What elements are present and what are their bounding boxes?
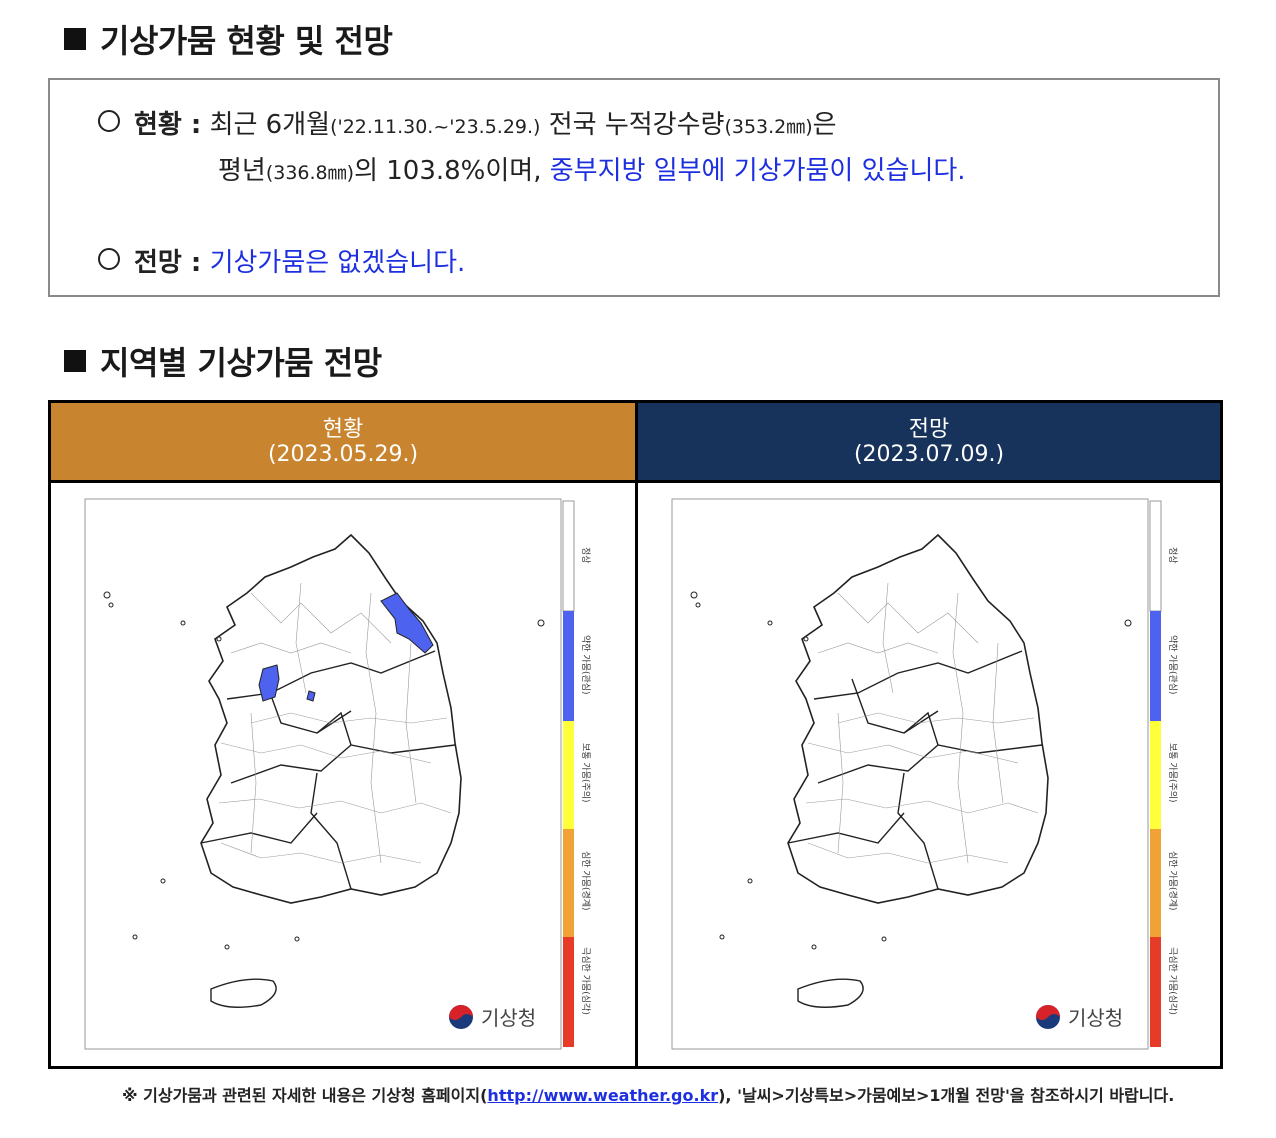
islands (103, 591, 545, 950)
current-drought-map: 정상 약한 가뭄(관심) 보통 가뭄(주의) 심한 가뭄(경계) 극심한 가뭄(… (84, 498, 592, 1050)
legend-bar: 정상 약한 가뭄(관심) 보통 가뭄(주의) 심한 가뭄(경계) 극심한 가뭄(… (1149, 500, 1179, 1047)
legend-label-weak: 약한 가뭄(관심) (1167, 635, 1179, 695)
legend-label-weak: 약한 가뭄(관심) (580, 635, 592, 695)
legend-label-extreme: 극심한 가뭄(심각) (1167, 947, 1179, 1015)
outlook-text: 기상가뭄은 없겠습니다. (209, 248, 466, 278)
kma-logo: 기상청 (449, 1005, 536, 1030)
kma-homepage-link[interactable]: http://www.weather.go.kr (487, 1086, 719, 1105)
status-section-title: 기상가뭄 현황 및 전망 (64, 16, 393, 62)
legend-label-normal: 정상 (580, 547, 591, 564)
jeju-outline (797, 978, 864, 1008)
current-line-1: 현황 : 최근 6개월('22.11.30.~'23.5.29.) 전국 누적강… (98, 104, 837, 141)
circle-bullet-icon (98, 110, 120, 132)
legend-label-normal: 정상 (1167, 547, 1178, 564)
outlook-label: 전망 : (134, 248, 202, 278)
korea-outline (787, 533, 1049, 904)
district-boundaries (218, 582, 452, 864)
circle-bullet-icon (98, 248, 120, 270)
status-box: 현황 : 최근 6개월('22.11.30.~'23.5.29.) 전국 누적강… (48, 78, 1220, 297)
outlook-line: 전망 : 기상가뭄은 없겠습니다. (98, 242, 465, 279)
kma-logo: 기상청 (1036, 1005, 1123, 1030)
current-label: 현황 : (134, 110, 202, 140)
district-boundaries (805, 582, 1039, 864)
regional-section-title: 지역별 기상가뭄 전망 (64, 338, 382, 384)
legend-label-severe: 심한 가뭄(경계) (1167, 851, 1179, 911)
legend-bar: 정상 약한 가뭄(관심) 보통 가뭄(주의) 심한 가뭄(경계) 극심한 가뭄(… (562, 500, 592, 1047)
square-bullet-icon (64, 28, 86, 50)
map-comparison-table: 현황 (2023.05.29.) 전망 (2023.07.09.) (48, 400, 1223, 1069)
footnote: ※ 기상가뭄과 관련된 자세한 내용은 기상청 홈페이지(http://www.… (122, 1086, 1175, 1105)
kma-logo-text: 기상청 (481, 1006, 536, 1030)
legend-label-severe: 심한 가뭄(경계) (580, 851, 592, 911)
square-bullet-icon (64, 350, 86, 372)
kma-logo-text: 기상청 (1068, 1006, 1123, 1030)
current-line-2: 평년(336.8㎜)의 103.8%이며, 중부지방 일부에 기상가뭄이 있습니… (218, 156, 966, 186)
header-divider (51, 480, 1220, 483)
legend-label-extreme: 극심한 가뭄(심각) (580, 947, 592, 1015)
legend-label-moderate: 보통 가뭄(주의) (1167, 743, 1178, 803)
current-highlight: 중부지방 일부에 기상가뭄이 있습니다. (549, 156, 966, 186)
drought-region-weak (258, 592, 434, 702)
current-map-panel: 정상 약한 가뭄(관심) 보통 가뭄(주의) 심한 가뭄(경계) 극심한 가뭄(… (51, 483, 633, 1066)
jeju-outline (210, 978, 277, 1008)
islands (690, 591, 1132, 950)
province-boundaries (787, 650, 1043, 890)
legend-label-moderate: 보통 가뭄(주의) (580, 743, 591, 803)
outlook-drought-map: 정상 약한 가뭄(관심) 보통 가뭄(주의) 심한 가뭄(경계) 극심한 가뭄(… (671, 498, 1179, 1050)
province-boundaries (200, 650, 456, 890)
outlook-map-panel: 정상 약한 가뭄(관심) 보통 가뭄(주의) 심한 가뭄(경계) 극심한 가뭄(… (638, 483, 1220, 1066)
column-divider (635, 403, 638, 1066)
current-panel-header: 현황 (2023.05.29.) (51, 403, 635, 480)
outlook-panel-header: 전망 (2023.07.09.) (638, 403, 1220, 480)
